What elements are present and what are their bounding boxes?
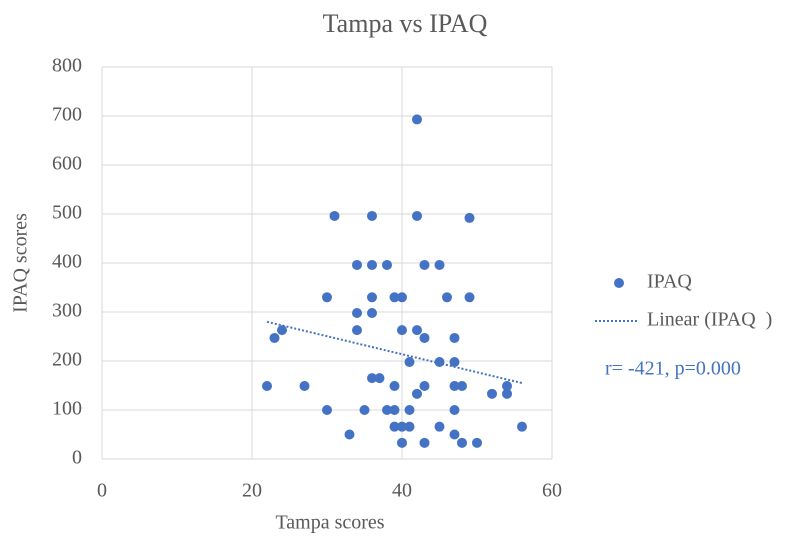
point <box>262 380 272 391</box>
legend-label: Linear (IPAQ ) <box>647 309 772 331</box>
point <box>367 292 377 303</box>
y-tick-label: 500 <box>52 202 82 224</box>
legend-label: IPAQ <box>647 271 692 293</box>
point <box>367 373 377 384</box>
point <box>464 212 475 223</box>
point <box>382 405 392 415</box>
y-tick-label: 700 <box>52 104 82 126</box>
point <box>367 210 377 221</box>
y-tick-label: 0 <box>72 447 82 469</box>
point <box>464 292 475 303</box>
point <box>397 421 407 432</box>
point <box>434 421 445 432</box>
point <box>487 388 497 399</box>
point <box>457 437 467 448</box>
point <box>397 437 407 448</box>
point <box>389 421 400 432</box>
point <box>442 292 452 303</box>
y-tick-label: 600 <box>52 153 82 175</box>
point <box>412 114 422 125</box>
point <box>382 259 392 270</box>
point <box>374 373 385 384</box>
point <box>502 380 512 391</box>
point <box>502 388 512 399</box>
point <box>389 405 400 415</box>
point <box>352 325 362 336</box>
point <box>404 356 415 367</box>
point <box>322 292 332 303</box>
point <box>419 259 430 270</box>
point <box>449 405 460 415</box>
annotation: r= -421, p=0.000 <box>605 358 741 380</box>
point <box>449 380 460 391</box>
point <box>322 405 332 415</box>
point <box>517 421 527 432</box>
y-tick-label: 300 <box>52 300 82 322</box>
point <box>397 325 407 336</box>
point <box>449 332 460 343</box>
point <box>352 259 362 270</box>
point <box>359 405 370 415</box>
point <box>344 429 355 440</box>
point <box>449 429 460 440</box>
point <box>299 380 310 391</box>
point <box>329 210 340 221</box>
point <box>367 259 377 270</box>
point <box>404 405 415 415</box>
y-axis-label: IPAQ scores <box>10 213 32 313</box>
y-tick-label: 200 <box>52 349 82 371</box>
y-tick-label: 800 <box>52 55 82 77</box>
trendline <box>266 320 523 385</box>
y-tick-label: 100 <box>52 398 82 420</box>
point <box>277 325 287 336</box>
y-tick-label: 400 <box>52 251 82 273</box>
chart-title: Tampa vs IPAQ <box>323 9 488 38</box>
point <box>397 292 407 303</box>
point <box>352 307 362 318</box>
x-tick-label: 0 <box>97 480 107 502</box>
point <box>419 437 430 448</box>
point <box>389 292 400 303</box>
point <box>412 388 422 399</box>
point <box>419 380 430 391</box>
point <box>412 210 422 221</box>
point <box>269 332 280 343</box>
point <box>457 380 467 391</box>
point <box>419 332 430 343</box>
point <box>472 437 482 448</box>
point <box>434 259 445 270</box>
point <box>404 421 415 432</box>
x-tick-label: 20 <box>242 480 262 502</box>
x-tick-label: 40 <box>392 480 412 502</box>
point <box>367 307 377 318</box>
x-axis-label: Tampa scores <box>275 512 384 534</box>
point <box>389 380 400 391</box>
point <box>449 356 460 367</box>
point <box>412 325 422 336</box>
x-tick-label: 60 <box>542 480 562 502</box>
legend-marker <box>614 278 624 288</box>
